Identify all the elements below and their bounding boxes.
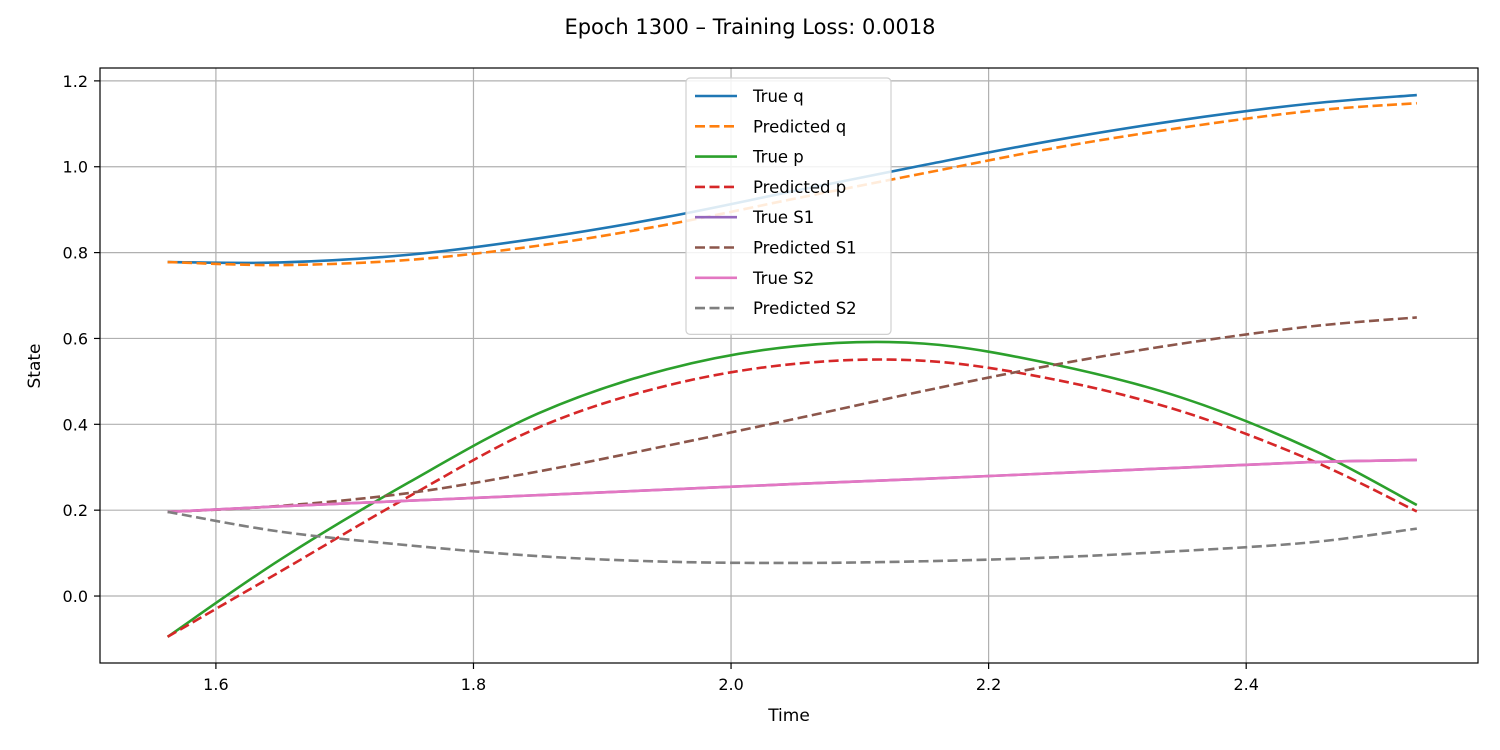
y-axis-label: State bbox=[25, 344, 45, 389]
legend-label-true-p: True p bbox=[752, 148, 804, 167]
legend-label-true-q: True q bbox=[752, 87, 804, 106]
legend-label-predicted-s1: Predicted S1 bbox=[753, 239, 857, 258]
y-tick-label: 0.2 bbox=[63, 501, 88, 520]
series-line-predicted-s2 bbox=[167, 510, 1417, 565]
axis-ticks: 1.6 1.8 2.0 2.2 2.4 0.0 0.2 0.4 0.6 0.8 1.0 1.2 bbox=[63, 72, 1259, 694]
series-line-true-s2 bbox=[167, 458, 1417, 514]
x-tick-label: 2.2 bbox=[976, 675, 1001, 694]
x-tick-label: 1.6 bbox=[203, 675, 228, 694]
series-line-predicted-p bbox=[166, 358, 1418, 638]
x-tick-label: 2.4 bbox=[1233, 675, 1258, 694]
legend-box bbox=[685, 77, 892, 335]
chart-title: Epoch 1300 – Training Loss: 0.0018 bbox=[564, 15, 935, 39]
legend-label-predicted-p: Predicted p bbox=[753, 178, 846, 197]
y-tick-label: 0.8 bbox=[63, 244, 88, 263]
legend-label-true-s2: True S2 bbox=[752, 269, 814, 288]
y-tick-label: 1.0 bbox=[63, 158, 88, 177]
legend-label-true-s1: True S1 bbox=[752, 208, 814, 227]
series-line-true-p bbox=[166, 340, 1418, 638]
series-line-predicted-s1 bbox=[167, 316, 1417, 514]
plot-frame bbox=[99, 67, 1479, 664]
y-tick-label: 1.2 bbox=[63, 72, 88, 91]
y-tick-label: 0.0 bbox=[63, 587, 88, 606]
x-tick-label: 2.0 bbox=[718, 675, 743, 694]
x-tick-label: 1.8 bbox=[461, 675, 486, 694]
y-tick-label: 0.4 bbox=[63, 415, 88, 434]
legend-label-predicted-s2: Predicted S2 bbox=[753, 299, 857, 318]
legend: True q Predicted q True p Predicted p True S… bbox=[685, 77, 892, 335]
x-axis-label: Time bbox=[767, 706, 810, 726]
legend-label-predicted-q: Predicted q bbox=[753, 117, 846, 136]
y-tick-label: 0.6 bbox=[63, 329, 88, 348]
